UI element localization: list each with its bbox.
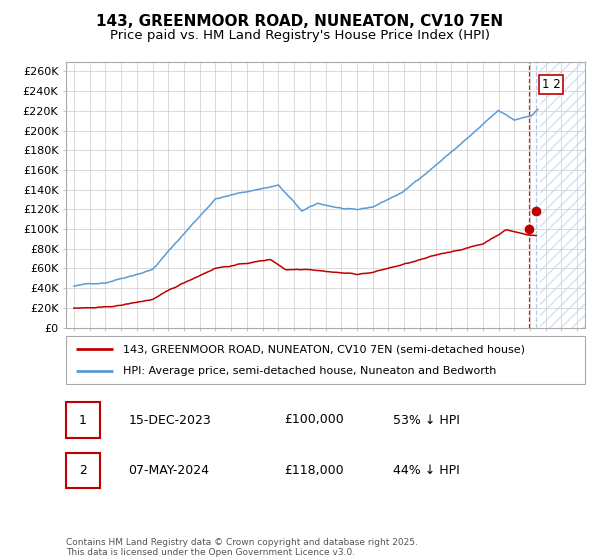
Text: 53% ↓ HPI: 53% ↓ HPI — [393, 413, 460, 427]
Text: £118,000: £118,000 — [284, 464, 344, 477]
Text: 1 2: 1 2 — [542, 78, 560, 91]
Text: 143, GREENMOOR ROAD, NUNEATON, CV10 7EN (semi-detached house): 143, GREENMOOR ROAD, NUNEATON, CV10 7EN … — [123, 344, 525, 354]
Bar — [66, 402, 100, 438]
Text: 44% ↓ HPI: 44% ↓ HPI — [393, 464, 460, 477]
Text: 143, GREENMOOR ROAD, NUNEATON, CV10 7EN: 143, GREENMOOR ROAD, NUNEATON, CV10 7EN — [97, 14, 503, 29]
Text: 2: 2 — [79, 464, 86, 477]
Text: 07-MAY-2024: 07-MAY-2024 — [128, 464, 209, 477]
Text: Price paid vs. HM Land Registry's House Price Index (HPI): Price paid vs. HM Land Registry's House … — [110, 29, 490, 42]
Text: Contains HM Land Registry data © Crown copyright and database right 2025.
This d: Contains HM Land Registry data © Crown c… — [66, 538, 418, 557]
Text: HPI: Average price, semi-detached house, Nuneaton and Bedworth: HPI: Average price, semi-detached house,… — [123, 366, 496, 376]
Bar — [66, 452, 100, 488]
Text: 1: 1 — [79, 413, 86, 427]
Text: 15-DEC-2023: 15-DEC-2023 — [128, 413, 211, 427]
Text: £100,000: £100,000 — [284, 413, 344, 427]
